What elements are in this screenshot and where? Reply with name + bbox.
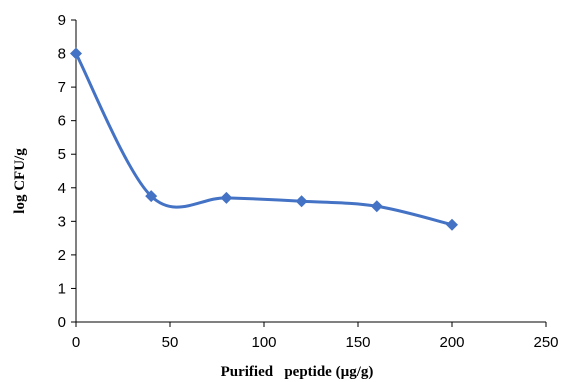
y-tick-label: 7	[58, 79, 66, 96]
y-tick-label: 5	[58, 146, 66, 163]
y-tick-label: 8	[58, 46, 66, 63]
axes	[75, 20, 546, 323]
x-tick-label: 250	[533, 334, 558, 351]
series-line	[74, 52, 453, 227]
x-tick-label: 200	[439, 334, 464, 351]
y-tick-label: 9	[58, 12, 66, 29]
data-point	[370, 200, 383, 213]
y-tick-label: 4	[58, 180, 66, 197]
y-tick-label: 1	[58, 280, 66, 297]
x-tick-label: 50	[162, 334, 179, 351]
y-tick-label: 6	[58, 113, 66, 130]
x-axis-title: Purified peptide (µg/g)	[221, 364, 374, 380]
x-tick-label: 0	[72, 334, 80, 351]
x-tick-label: 100	[251, 334, 276, 351]
y-axis-title: log CFU/g	[12, 148, 28, 214]
data-point	[446, 218, 458, 231]
x-tick-label: 150	[345, 334, 370, 351]
data-point	[145, 190, 158, 203]
data-point	[70, 47, 82, 60]
plot-area	[70, 47, 458, 231]
data-point	[295, 195, 308, 208]
data-point	[220, 191, 233, 204]
y-tick-label: 0	[58, 314, 66, 331]
y-tick-label: 2	[58, 247, 66, 264]
y-tick-label: 3	[58, 213, 66, 230]
y-tick-group: 0 1 2 3 4 5 6 7 8 9	[58, 12, 76, 331]
x-tick-group: 0 50 100 150 200 250	[72, 322, 559, 351]
